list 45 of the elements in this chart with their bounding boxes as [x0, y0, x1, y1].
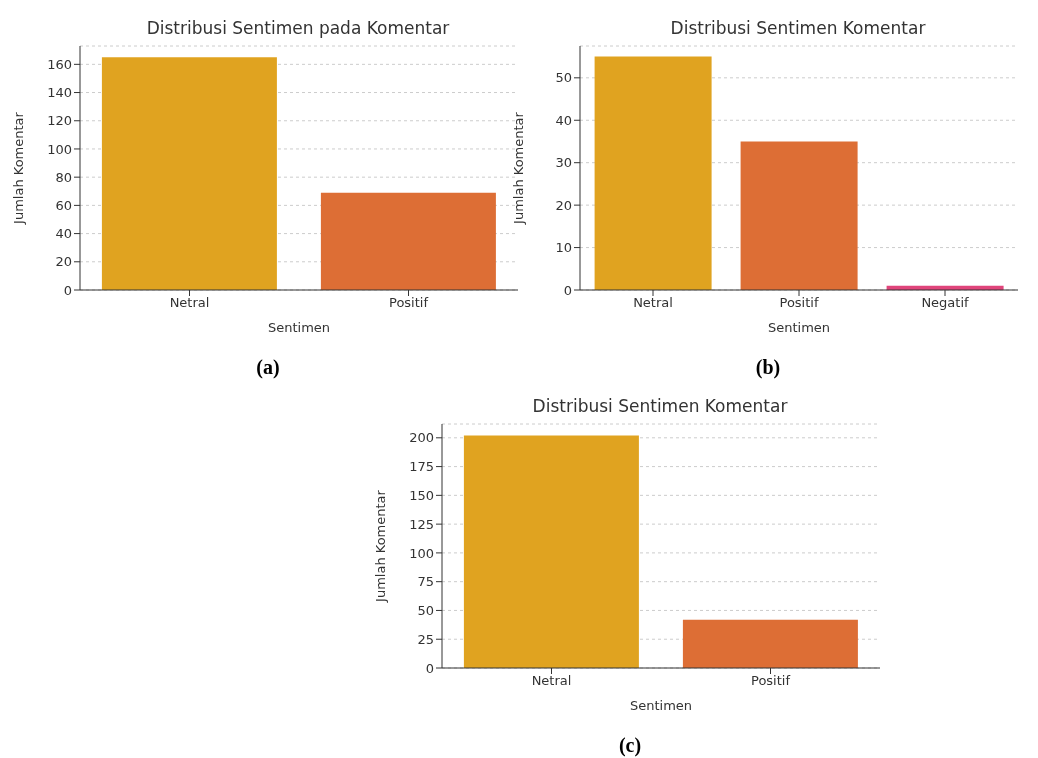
y-tick-label: 30: [555, 155, 572, 171]
text: (a): [255, 356, 281, 379]
text: (c): [617, 734, 643, 757]
y-tick-label: 40: [55, 226, 72, 242]
y-tick-label: 175: [409, 459, 434, 475]
y-tick-label: 0: [563, 282, 572, 298]
y-tick-label: 125: [409, 516, 434, 532]
y-tick-label: 80: [55, 169, 72, 185]
y-tick-label: 50: [417, 603, 434, 619]
y-tick-label: 120: [47, 113, 72, 129]
y-tick-label: 50: [555, 70, 572, 86]
y-tick-label: 0: [63, 282, 72, 298]
y-tick-label: 20: [555, 197, 572, 213]
chart-title: Distribusi Sentimen Komentar: [669, 18, 927, 38]
x-axis-title: Sentimen: [629, 698, 693, 713]
x-tick-label: Positif: [751, 673, 791, 689]
y-tick-label: 100: [47, 141, 72, 157]
x-axis-title: Sentimen: [767, 320, 831, 335]
x-axis-title: Sentimen: [267, 320, 331, 335]
y-axis-title: Jumlah Komentar: [510, 111, 526, 225]
y-axis-title: Jumlah Komentar: [10, 111, 26, 225]
y-tick-label: 140: [47, 85, 72, 101]
y-tick-label: 60: [55, 197, 72, 213]
y-tick-label: 40: [555, 112, 572, 128]
bar: [594, 56, 712, 290]
y-tick-label: 25: [417, 631, 434, 647]
y-tick-label: 200: [409, 430, 434, 446]
y-tick-label: 10: [555, 240, 572, 256]
x-tick-label: Netral: [169, 295, 210, 311]
y-tick-label: 20: [55, 254, 72, 270]
y-tick-label: 0: [425, 660, 434, 676]
y-tick-label: 75: [417, 574, 434, 590]
chart-title: Distribusi Sentimen Komentar: [531, 396, 789, 416]
y-tick-label: 100: [409, 545, 434, 561]
x-tick-label: Negatif: [921, 295, 970, 311]
y-tick-label: 150: [409, 487, 434, 503]
y-axis-title: Jumlah Komentar: [372, 489, 388, 603]
chart-title: Distribusi Sentimen pada Komentar: [145, 18, 451, 38]
x-tick-label: Positif: [389, 295, 429, 311]
bar: [740, 141, 858, 290]
y-tick-label: 160: [47, 56, 72, 72]
x-tick-label: Positif: [779, 295, 819, 311]
x-tick-label: Netral: [633, 295, 673, 311]
x-tick-label: Netral: [531, 673, 572, 689]
text: (b): [754, 356, 782, 379]
